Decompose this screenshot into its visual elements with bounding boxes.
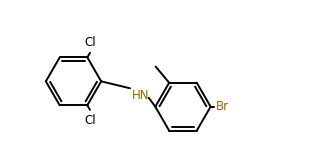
Text: Br: Br — [216, 100, 229, 113]
Text: Cl: Cl — [85, 36, 96, 49]
Text: Cl: Cl — [85, 114, 96, 127]
Text: HN: HN — [132, 89, 149, 102]
